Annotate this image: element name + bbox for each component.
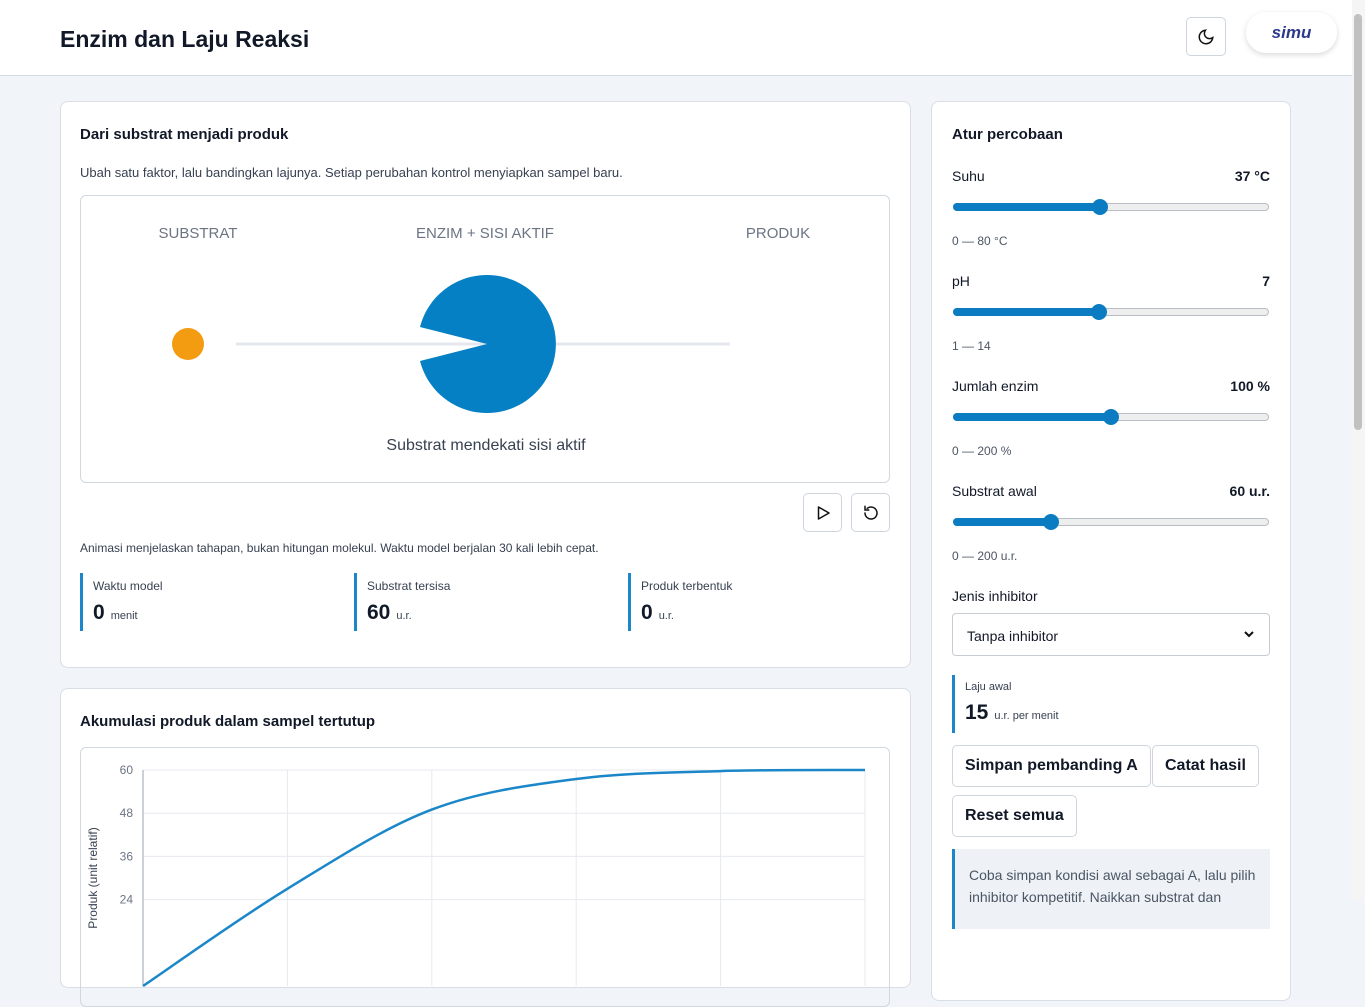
- stat: Produk terbentuk 0 u.r.: [628, 573, 732, 631]
- slider-value: 100 %: [1230, 378, 1270, 394]
- stat-number: 15: [965, 701, 989, 724]
- stat-number: 0: [641, 601, 653, 624]
- stat-number: 60: [367, 601, 391, 624]
- enzyme: [420, 275, 556, 413]
- y-tick-label: 60: [120, 763, 134, 777]
- chart-box: 24 36 48 60 Produk (unit relatif): [80, 747, 890, 1007]
- slider-range: 0 — 200 u.r.: [952, 549, 1018, 563]
- stat-label: Produk terbentuk: [641, 579, 733, 593]
- stat: Waktu model 0 menit: [80, 573, 163, 631]
- stat-label: Substrat tersisa: [367, 579, 451, 593]
- slider-range: 0 — 80 °C: [952, 234, 1008, 248]
- rate-stat: Laju awal 15 u.r. per menit: [952, 675, 1059, 733]
- y-axis-label: Produk (unit relatif): [86, 827, 100, 928]
- slider-thumb[interactable]: [1091, 304, 1108, 320]
- select-label: Jenis inhibitor: [952, 588, 1038, 604]
- card-title: Atur percobaan: [952, 126, 1063, 143]
- play-icon: [817, 505, 830, 520]
- header: Enzim dan Laju Reaksi simu: [0, 0, 1365, 76]
- y-tick-label: 36: [120, 849, 134, 863]
- slider-range: 0 — 200 %: [952, 444, 1012, 458]
- stat-value: 0 menit: [93, 601, 163, 625]
- record-button[interactable]: Catat hasil: [1152, 745, 1259, 787]
- logo[interactable]: simu: [1246, 12, 1337, 53]
- card-title: Dari substrat menjadi produk: [80, 126, 289, 143]
- stat-label: Waktu model: [93, 579, 163, 593]
- restart-button[interactable]: [851, 493, 890, 532]
- stat-unit: menit: [110, 610, 138, 622]
- stat-unit: u.r. per menit: [994, 710, 1059, 722]
- slider-label: pH: [952, 273, 970, 289]
- play-button[interactable]: [803, 493, 842, 532]
- slider-value: 60 u.r.: [1229, 483, 1270, 499]
- stage-label: ENZIM + SISI AKTIF: [416, 225, 554, 242]
- stat-value: 60 u.r.: [367, 601, 450, 625]
- stat-value: 0 u.r.: [641, 601, 732, 625]
- stat-unit: u.r.: [658, 610, 674, 622]
- slider-label: Jumlah enzim: [952, 378, 1039, 394]
- select-value: Tanpa inhibitor: [967, 628, 1059, 644]
- stage-caption: Substrat mendekati sisi aktif: [386, 437, 586, 454]
- scrollbar: [1352, 0, 1365, 900]
- slider-fill: [953, 203, 1100, 211]
- stat-unit: u.r.: [396, 610, 412, 622]
- product-line: [142, 768, 866, 988]
- scroll-thumb: [1354, 14, 1362, 430]
- substrate: [172, 328, 204, 360]
- slider-thumb[interactable]: [1091, 199, 1108, 215]
- slider-value: 37 °C: [1234, 168, 1270, 184]
- stat: Substrat tersisa 60 u.r.: [354, 573, 450, 631]
- card-description: Ubah satu faktor, lalu bandingkan lajuny…: [80, 165, 623, 180]
- chart-title: Akumulasi produk dalam sampel tertutup: [80, 713, 376, 730]
- hint: Coba simpan kondisi awal sebagai A, lalu…: [952, 849, 1270, 929]
- stat-number: 0: [93, 601, 105, 624]
- slider-label: Suhu: [952, 168, 985, 184]
- stage-label: SUBSTRAT: [159, 225, 238, 242]
- save-button[interactable]: Simpan pembanding A: [952, 745, 1151, 787]
- animation-note: Animasi menjelaskan tahapan, bukan hitun…: [80, 541, 599, 555]
- theme-toggle[interactable]: [1186, 17, 1226, 56]
- restart-icon: [863, 505, 878, 520]
- stage-label: PRODUK: [746, 225, 810, 242]
- y-tick-label: 48: [120, 806, 134, 820]
- slider-fill: [953, 413, 1111, 421]
- slider-range: 1 — 14: [952, 339, 991, 353]
- app-title: Enzim dan Laju Reaksi: [60, 26, 310, 52]
- stat-label: Laju awal: [965, 681, 1012, 693]
- slider-thumb[interactable]: [1043, 514, 1059, 530]
- animation: SUBSTRAT ENZIM + SISI AKTIF PRODUK Subst…: [159, 225, 811, 454]
- chevron: [1244, 631, 1254, 638]
- reset-button[interactable]: Reset semua: [952, 795, 1077, 837]
- slider-label: Substrat awal: [952, 483, 1037, 499]
- slider-fill: [953, 308, 1100, 316]
- stat-value: 15 u.r. per menit: [965, 701, 1059, 725]
- moon-icon: [1198, 28, 1214, 44]
- animation-box: SUBSTRAT ENZIM + SISI AKTIF PRODUK Subst…: [80, 195, 890, 483]
- slider-thumb[interactable]: [1103, 409, 1119, 425]
- inhibitor-select[interactable]: Tanpa inhibitor: [952, 613, 1270, 656]
- slider-fill: [953, 518, 1051, 526]
- slider-value: 7: [1262, 273, 1270, 289]
